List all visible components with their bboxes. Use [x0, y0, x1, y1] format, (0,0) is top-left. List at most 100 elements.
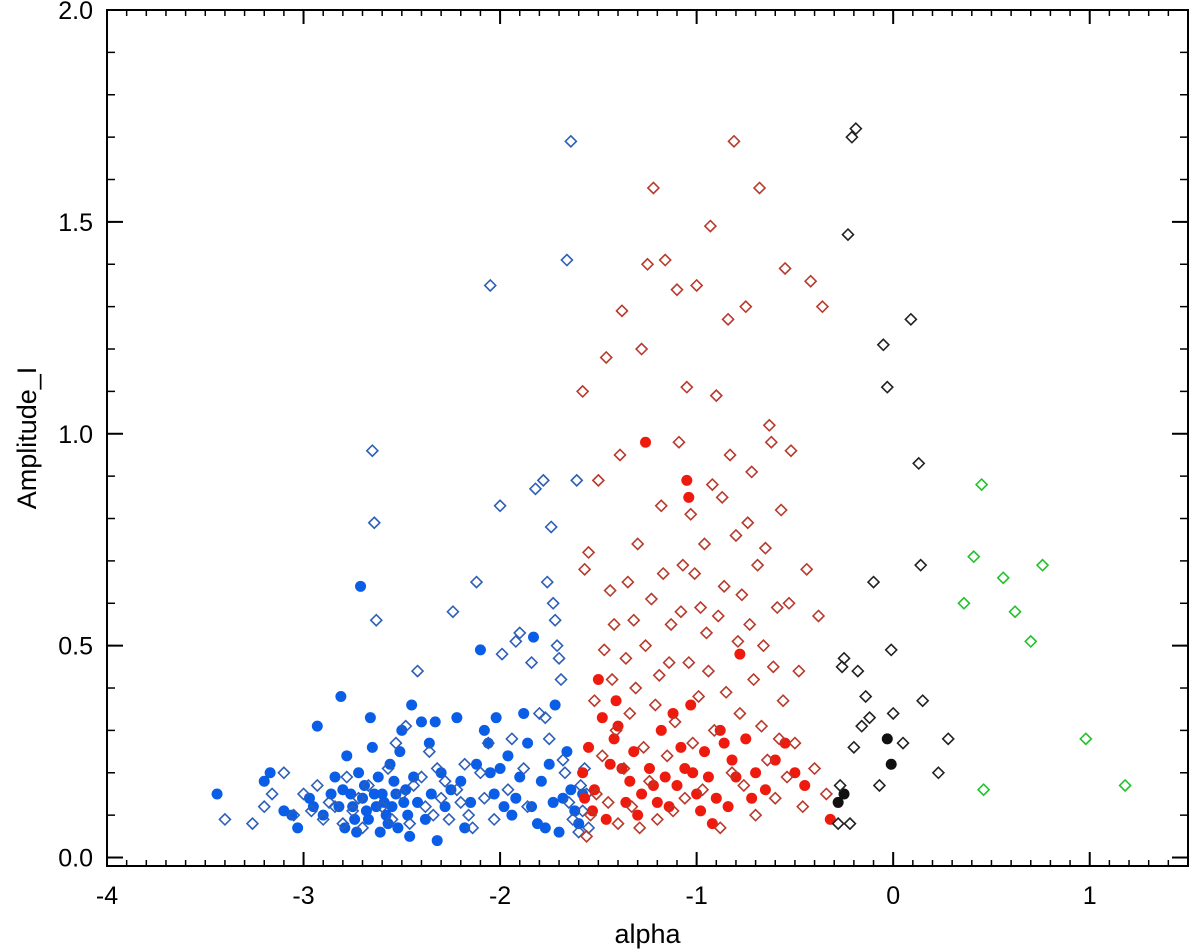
data-point [811, 609, 826, 623]
data-point [368, 788, 380, 800]
data-point [931, 766, 946, 780]
data-point [481, 736, 495, 750]
data-point [336, 816, 350, 831]
y-tick-label: 0.0 [58, 845, 93, 873]
data-point [713, 821, 727, 835]
data-point [621, 575, 635, 589]
data-point [415, 716, 427, 728]
data-point [434, 791, 448, 805]
data-point [644, 592, 659, 606]
data-point [408, 771, 420, 783]
data-point [695, 805, 707, 817]
data-point [510, 792, 522, 804]
data-point [540, 575, 554, 589]
data-point [670, 283, 684, 297]
data-point [304, 804, 319, 818]
series-0 [211, 580, 589, 847]
series-4 [832, 733, 897, 808]
data-point [804, 274, 818, 288]
data-point [364, 712, 376, 724]
data-point [414, 770, 429, 784]
data-point [556, 753, 570, 767]
data-point [656, 566, 670, 581]
data-point [471, 758, 483, 770]
data-point [524, 655, 539, 670]
data-point [872, 778, 887, 793]
data-point [717, 579, 731, 593]
data-point [546, 596, 560, 610]
data-point [707, 723, 721, 738]
data-point [675, 741, 687, 753]
data-point [831, 816, 845, 831]
data-point [265, 787, 279, 801]
data-point [633, 821, 647, 835]
data-point [513, 626, 527, 640]
data-point [619, 651, 633, 665]
data-point [705, 477, 719, 492]
x-tick-label: -3 [292, 882, 314, 910]
data-point [627, 613, 641, 627]
x-tick-label: 1 [1083, 882, 1097, 910]
data-point [549, 699, 561, 711]
data-point [731, 634, 745, 649]
data-point [1008, 605, 1022, 619]
data-point [372, 771, 384, 783]
data-point [711, 609, 725, 623]
y-tick-label: 1.0 [58, 421, 93, 449]
data-point [591, 473, 605, 488]
data-point [430, 761, 444, 776]
data-point [395, 787, 409, 801]
data-point [642, 774, 657, 788]
data-point [734, 648, 746, 660]
data-point [664, 617, 678, 632]
data-point [528, 482, 543, 496]
data-point [426, 808, 440, 822]
data-point [847, 740, 861, 754]
data-point [490, 712, 502, 724]
data-point [628, 746, 640, 758]
data-point [381, 761, 395, 776]
data-point [743, 617, 757, 632]
data-point [843, 816, 857, 831]
data-point [498, 801, 510, 813]
data-point [458, 757, 472, 771]
data-point [509, 634, 523, 649]
data-point [693, 600, 708, 615]
data-point [366, 741, 378, 753]
data-point [698, 746, 710, 758]
data-point [394, 746, 406, 758]
data-point [517, 761, 531, 776]
data-point [835, 660, 849, 674]
data-point [754, 719, 769, 733]
data-point [663, 801, 675, 813]
data-point [435, 767, 447, 779]
data-point [351, 791, 366, 805]
data-point [581, 545, 596, 560]
data-point [832, 796, 844, 808]
data-point [748, 808, 763, 822]
data-point [487, 812, 501, 827]
data-point [746, 792, 758, 804]
data-point [506, 809, 518, 821]
data-point [709, 388, 723, 403]
data-point [579, 829, 594, 843]
data-point [574, 778, 588, 793]
data-point [333, 801, 345, 813]
data-point [727, 134, 741, 148]
data-point [876, 338, 890, 352]
data-point [548, 613, 562, 627]
data-point [211, 788, 223, 800]
data-point [996, 571, 1010, 585]
data-point [583, 808, 598, 822]
data-point [317, 809, 329, 821]
data-point [629, 681, 643, 695]
data-point [668, 715, 682, 729]
data-point [576, 804, 590, 818]
data-point [904, 312, 918, 326]
data-point [862, 711, 877, 725]
data-point [566, 812, 580, 827]
data-point [646, 181, 661, 195]
data-point [784, 444, 798, 458]
data-point [576, 384, 590, 399]
